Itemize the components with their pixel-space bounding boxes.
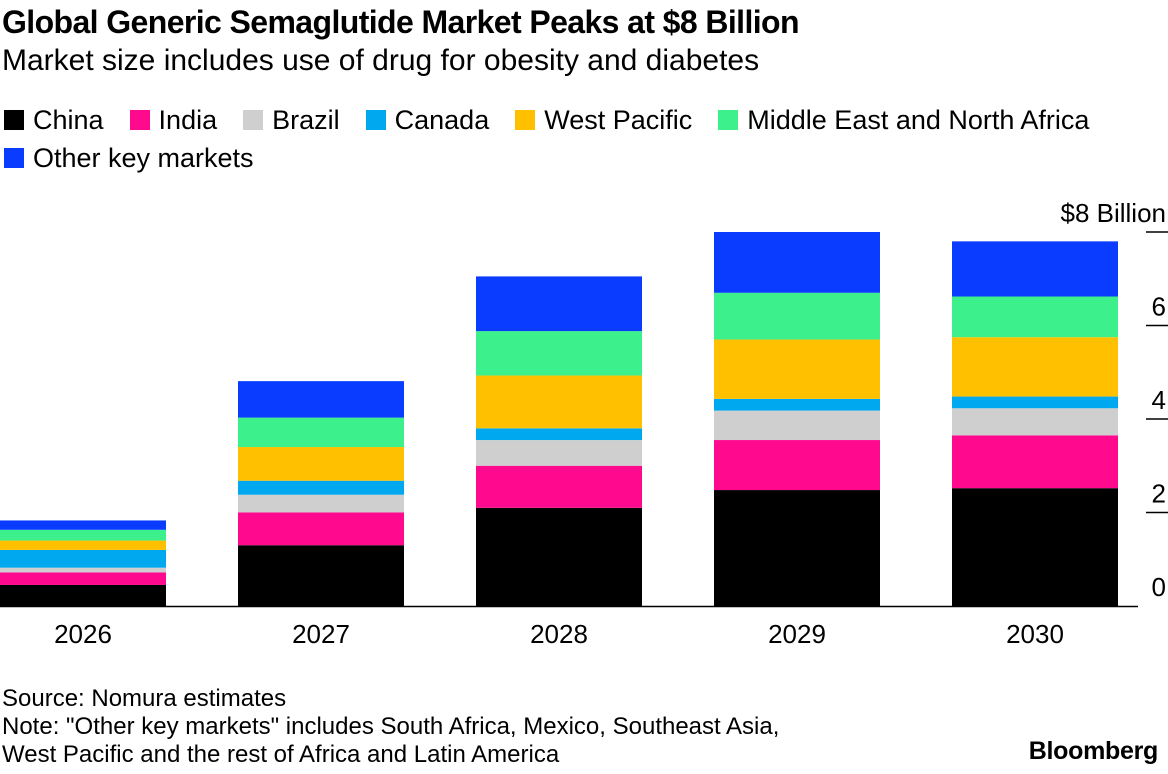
bar-segment xyxy=(238,447,404,481)
legend-item: Canada xyxy=(365,103,490,137)
legend-item: Brazil xyxy=(243,103,340,137)
bar-segment xyxy=(476,507,642,606)
legend-item: West Pacific xyxy=(515,103,692,137)
legend-label: Canada xyxy=(394,105,490,135)
bar-segment xyxy=(238,545,404,606)
bar-segment xyxy=(952,488,1118,606)
bar-segment xyxy=(0,584,166,606)
bar-segment xyxy=(952,241,1118,297)
bar-segment xyxy=(238,480,404,495)
bar-segment xyxy=(476,276,642,332)
bar-segment xyxy=(476,375,642,429)
legend-label: China xyxy=(33,105,104,135)
bar-segment xyxy=(0,549,166,568)
bar-segment xyxy=(714,292,880,340)
bar-segment xyxy=(0,540,166,550)
bar-segment xyxy=(714,410,880,441)
x-tick-label: 2027 xyxy=(292,619,350,649)
legend-label: Other key markets xyxy=(33,143,254,173)
legend-swatch xyxy=(129,110,150,130)
x-tick-label: 2029 xyxy=(768,619,826,649)
footnote-line-1: Note: "Other key markets" includes South… xyxy=(2,713,780,740)
y-tick-label: 0 xyxy=(1152,572,1166,602)
bar-segment xyxy=(952,396,1118,409)
legend-swatch xyxy=(4,148,24,168)
legend-item: Other key markets xyxy=(4,141,254,175)
bar-chart: 2026 2027 2028 2029 2030 0 2 4 6 $8 Billion xyxy=(0,198,1168,649)
bar-segment xyxy=(476,331,642,376)
y-tick-label: 2 xyxy=(1152,479,1166,509)
legend-label: Brazil xyxy=(272,105,340,135)
bloomberg-logo: Bloomberg xyxy=(1028,737,1159,765)
chart-legend: China India Brazil Canada West Pacific Middle… xyxy=(4,103,1164,175)
bar-segment xyxy=(952,337,1118,397)
bar-segment xyxy=(476,465,642,508)
bar-segment xyxy=(0,567,166,573)
footnote-line-2: West Pacific and the rest of Africa and … xyxy=(2,741,560,768)
legend-swatch xyxy=(243,110,264,130)
legend-label: India xyxy=(158,105,218,135)
x-tick-label: 2030 xyxy=(1006,619,1064,649)
bar-segment xyxy=(238,494,404,513)
bar-segment xyxy=(714,232,880,293)
legend-swatch xyxy=(365,110,386,130)
x-tick-label: 2028 xyxy=(530,619,588,649)
legend-label: Middle East and North Africa xyxy=(747,105,1090,135)
legend-item: India xyxy=(129,103,218,137)
bar-segment xyxy=(0,529,166,541)
bar-segment xyxy=(238,512,404,546)
legend-label: West Pacific xyxy=(544,105,693,135)
bar-segment xyxy=(238,417,404,448)
bar-segment xyxy=(952,435,1118,489)
bar-segment xyxy=(476,440,642,466)
bar-segment xyxy=(952,296,1118,338)
bar-segment xyxy=(714,339,880,399)
legend-swatch xyxy=(718,110,739,130)
source-note: Source: Nomura estimates xyxy=(2,685,287,712)
x-tick-label: 2026 xyxy=(54,619,112,649)
bar-segment xyxy=(714,440,880,491)
bar-segment xyxy=(714,490,880,606)
y-tick-label: 4 xyxy=(1152,385,1166,415)
y-tick-label: $8 Billion xyxy=(1060,198,1166,228)
bar-segment xyxy=(476,428,642,441)
legend-swatch xyxy=(4,110,24,130)
bar-segment xyxy=(714,398,880,411)
legend-item: Middle East and North Africa xyxy=(718,103,1089,137)
bar-segment xyxy=(238,381,404,418)
y-tick-label: 6 xyxy=(1152,292,1166,322)
chart-subtitle: Market size includes use of drug for obe… xyxy=(2,44,760,77)
bar-segment xyxy=(952,408,1118,436)
chart-title: Global Generic Semaglutide Market Peaks … xyxy=(2,4,800,40)
bar-segment xyxy=(0,520,166,530)
legend-swatch xyxy=(515,110,536,130)
legend-item: China xyxy=(4,103,104,137)
bar-segment xyxy=(0,572,166,585)
